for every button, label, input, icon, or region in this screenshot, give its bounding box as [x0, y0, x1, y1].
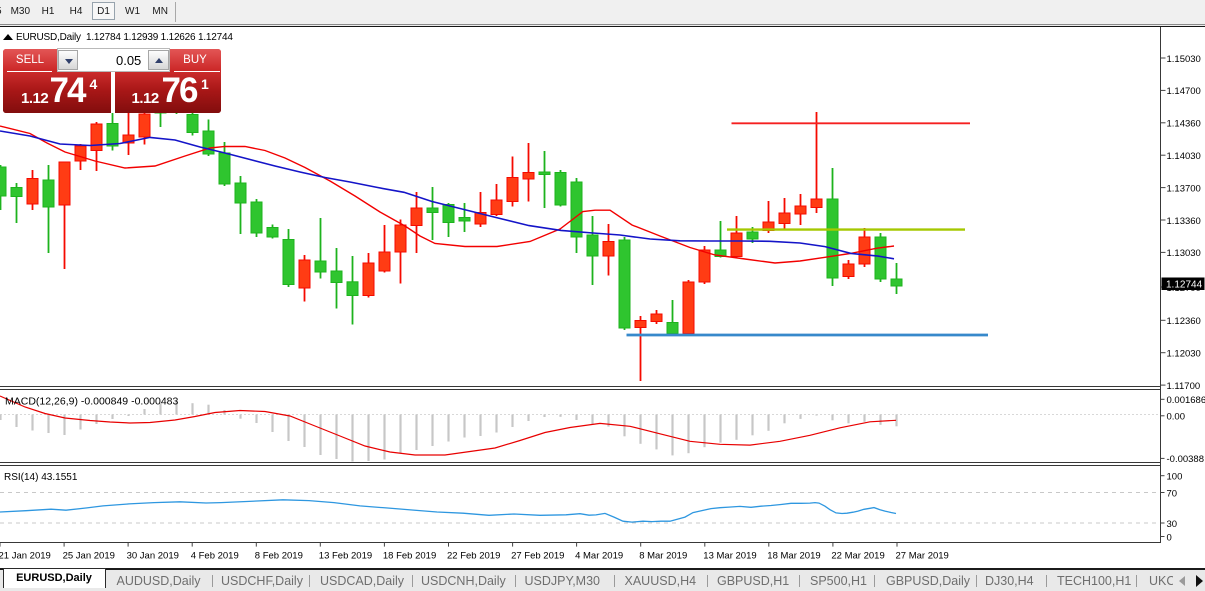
svg-text:1.13360: 1.13360 — [1167, 216, 1201, 227]
svg-text:22 Mar 2019: 22 Mar 2019 — [831, 551, 884, 562]
svg-text:1.13030: 1.13030 — [1167, 248, 1201, 259]
svg-text:8 Mar 2019: 8 Mar 2019 — [639, 551, 687, 562]
svg-text:0: 0 — [1167, 532, 1172, 543]
svg-text:13 Mar 2019: 13 Mar 2019 — [703, 551, 756, 562]
svg-text:4 Feb 2019: 4 Feb 2019 — [191, 551, 239, 562]
svg-text:22 Feb 2019: 22 Feb 2019 — [447, 551, 500, 562]
svg-text:30: 30 — [1167, 519, 1178, 530]
svg-text:18 Mar 2019: 18 Mar 2019 — [767, 551, 820, 562]
svg-text:-0.00388: -0.00388 — [1167, 454, 1205, 465]
svg-text:1.14360: 1.14360 — [1167, 119, 1201, 130]
svg-text:30 Jan 2019: 30 Jan 2019 — [127, 551, 179, 562]
svg-text:4 Mar 2019: 4 Mar 2019 — [575, 551, 623, 562]
svg-text:1.13700: 1.13700 — [1167, 183, 1201, 194]
svg-text:0.00: 0.00 — [1167, 412, 1186, 423]
svg-text:13 Feb 2019: 13 Feb 2019 — [319, 551, 372, 562]
svg-text:27 Mar 2019: 27 Mar 2019 — [896, 551, 949, 562]
svg-text:70: 70 — [1167, 488, 1178, 499]
svg-text:0.001686: 0.001686 — [1167, 395, 1205, 406]
svg-text:RSI(14) 43.1551: RSI(14) 43.1551 — [4, 472, 78, 483]
svg-text:1.14700: 1.14700 — [1167, 86, 1201, 97]
svg-text:1.11700: 1.11700 — [1167, 381, 1201, 392]
svg-text:18 Feb 2019: 18 Feb 2019 — [383, 551, 436, 562]
svg-text:1.15030: 1.15030 — [1167, 54, 1201, 65]
svg-text:25 Jan 2019: 25 Jan 2019 — [63, 551, 115, 562]
svg-text:1.12360: 1.12360 — [1167, 316, 1201, 327]
svg-text:MACD(12,26,9) -0.000849 -0.000: MACD(12,26,9) -0.000849 -0.000483 — [5, 396, 179, 408]
svg-text:27 Feb 2019: 27 Feb 2019 — [511, 551, 564, 562]
svg-text:1.12030: 1.12030 — [1167, 349, 1201, 360]
svg-text:1.12744: 1.12744 — [1166, 279, 1203, 290]
svg-text:100: 100 — [1167, 472, 1183, 483]
svg-text:1.14030: 1.14030 — [1167, 151, 1201, 162]
svg-text:21 Jan 2019: 21 Jan 2019 — [0, 551, 51, 562]
svg-text:8 Feb 2019: 8 Feb 2019 — [255, 551, 303, 562]
